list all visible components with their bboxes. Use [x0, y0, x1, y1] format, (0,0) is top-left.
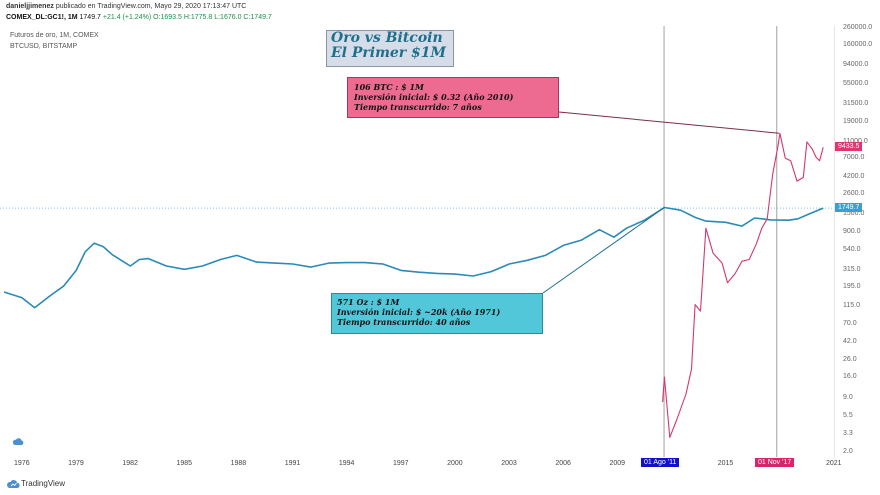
- x-tick-label: 1994: [338, 460, 355, 467]
- btc-series-line: [662, 132, 824, 438]
- footer: TradingView: [0, 475, 880, 495]
- y-tick-label: 7000.0: [843, 154, 865, 162]
- btc-connector-line: [558, 111, 780, 134]
- publisher-name[interactable]: danieljjimenez: [6, 3, 54, 10]
- y-tick-label: 55000.0: [843, 79, 869, 87]
- ohlc-values: O:1693.5 H:1775.8 L:1676.0 C:1749.7: [153, 14, 272, 21]
- y-tick-label: 5.5: [843, 411, 853, 419]
- gold-note-line-3: Tiempo transcurrido: 40 años: [337, 317, 471, 327]
- btc-price-tag: 9433.5: [835, 142, 863, 151]
- x-tick-label: 2009: [609, 460, 626, 467]
- y-tick-label: 1500.0: [843, 209, 865, 217]
- symbol-line: COMEX_DL:GC1!, 1M 1749.7 +21.4 (+1.24%) …: [6, 14, 272, 21]
- x-tick-label: 2015: [717, 460, 734, 467]
- title-box: Oro vs Bitcoin El Primer $1M: [326, 30, 454, 67]
- y-tick-label: 115.0: [843, 302, 860, 310]
- y-tick-label: 16.0: [843, 373, 857, 381]
- symbol-name[interactable]: COMEX_DL:GC1!, 1M: [6, 14, 78, 21]
- cloud-icon[interactable]: [12, 436, 24, 446]
- title-line-1: Oro vs Bitcoin: [331, 30, 443, 46]
- gold-note-line-1: 571 Oz : $ 1M: [337, 297, 400, 307]
- y-tick-label: 2.0: [843, 448, 853, 455]
- y-tick-label: 2600.0: [843, 189, 865, 197]
- y-tick-label: 19000.0: [843, 118, 869, 126]
- x-tick-label: 2000: [447, 460, 463, 467]
- y-tick-label: 11000.0: [843, 138, 868, 145]
- gold-note-line-2: Inversión inicial: $ ~20k (Año 1971): [337, 307, 501, 317]
- x-tick-label: 1991: [284, 460, 301, 467]
- y-tick-label: 42.0: [843, 338, 857, 346]
- y-tick-label: 900.0: [843, 228, 861, 236]
- btc-date-marker: 01 Nov '17: [755, 458, 795, 467]
- gold-series-line: [3, 206, 824, 309]
- title-line-2: El Primer $1M: [331, 45, 447, 61]
- brand-text[interactable]: TradingView: [21, 479, 66, 488]
- y-tick-label: 540.0: [843, 246, 861, 254]
- x-tick-label: 2003: [501, 460, 517, 467]
- gold-annotation: 571 Oz : $ 1M Inversión inicial: $ ~20k …: [331, 293, 543, 334]
- btc-note-line-3: Tiempo transcurrido: 7 años: [354, 102, 482, 112]
- y-tick-label: 4200.0: [843, 172, 865, 180]
- btc-annotation: 106 BTC : $ 1M Inversión inicial: $ 0.32…: [347, 77, 559, 118]
- btc-series-label: BTCUSD, BITSTAMP: [10, 43, 78, 50]
- x-tick-label: 1976: [14, 460, 30, 467]
- btc-note-line-2: Inversión inicial: $ 0.32 (Año 2010): [354, 92, 514, 102]
- change-value: +21.4 (+1.24%): [102, 14, 152, 21]
- tradingview-logo-icon[interactable]: [6, 478, 20, 490]
- x-tick-label: 2021: [826, 460, 842, 467]
- x-tick-label: 1997: [392, 460, 409, 467]
- y-axis[interactable]: 260000.0 160000.0 94000.0 55000.0 31500.0 190…: [834, 24, 880, 457]
- x-tick-label: 1979: [68, 460, 84, 467]
- last-value: 1749.7: [79, 14, 101, 21]
- y-tick-label: 94000.0: [843, 60, 869, 68]
- chart-header: danieljjimenez publicado en TradingView.…: [0, 0, 880, 26]
- gold-series-label: Futuros de oro, 1M, COMEX: [10, 32, 99, 39]
- x-tick-label: 1988: [230, 460, 247, 467]
- x-tick-label: 1982: [122, 460, 138, 467]
- y-tick-label: 31500.0: [843, 100, 869, 107]
- y-tick-label: 160000.0: [843, 41, 873, 49]
- btc-note-line-1: 106 BTC : $ 1M: [354, 82, 424, 92]
- x-tick-label: 1985: [176, 460, 192, 467]
- published-text: danieljjimenez publicado en TradingView.…: [6, 3, 246, 10]
- gold-price-tag: 1749.7: [835, 203, 863, 212]
- gold-date-marker: 01 Ago '11: [641, 458, 680, 467]
- y-tick-label: 9.0: [843, 393, 853, 401]
- y-tick-label: 260000.0: [843, 24, 873, 31]
- x-tick-label: 2006: [555, 460, 571, 467]
- y-tick-label: 195.0: [843, 283, 861, 291]
- y-tick-label: 26.0: [843, 355, 857, 363]
- published-date: publicado en TradingView.com, Mayo 29, 2…: [55, 3, 247, 10]
- gold-connector-line: [542, 207, 665, 294]
- x-axis[interactable]: 1976 1979 1982 1985 1988 1991 1994 1997 2000 2003…: [0, 457, 842, 471]
- y-tick-label: 70.0: [843, 319, 857, 327]
- y-tick-label: 315.0: [843, 265, 861, 273]
- y-tick-label: 3.3: [843, 429, 853, 437]
